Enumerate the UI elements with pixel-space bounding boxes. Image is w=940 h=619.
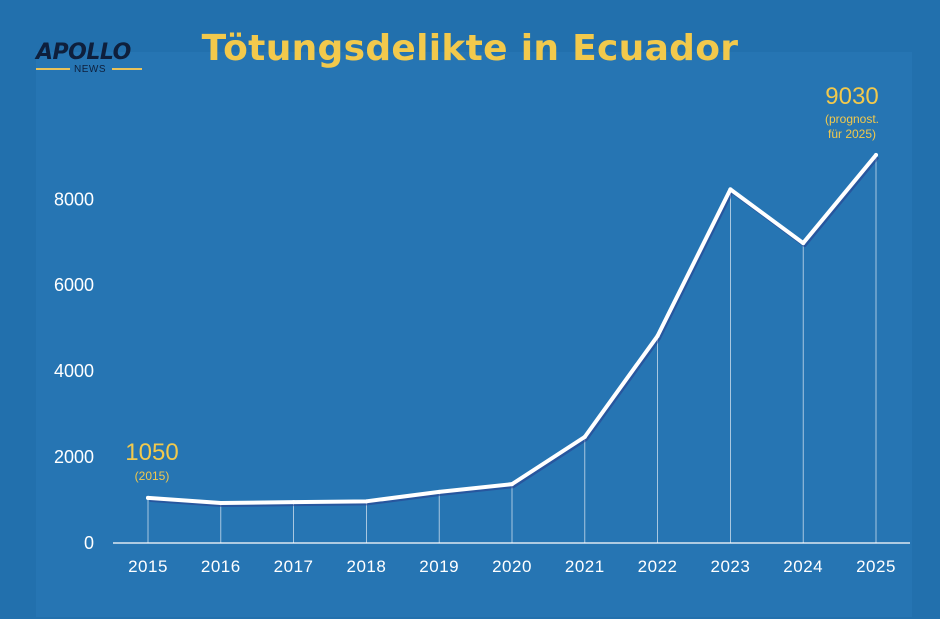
data-point: [218, 501, 223, 506]
x-tick-label: 2025: [856, 557, 896, 576]
data-point: [510, 482, 514, 487]
x-tick-label: 2024: [783, 557, 823, 576]
x-tick-label: 2021: [565, 557, 605, 576]
data-point: [728, 187, 733, 192]
logo-underline-left: [36, 68, 70, 70]
drop-lines: [147, 155, 877, 543]
x-tick-label: 2022: [638, 557, 678, 576]
annotation-2015-note: (2015): [135, 469, 170, 483]
data-point: [874, 153, 878, 157]
logo-subtext: NEWS: [74, 64, 106, 75]
annotation-2025-note-line2: für 2025): [828, 127, 876, 141]
series-line-shadow: [149, 155, 880, 508]
logo-underline-right: [112, 68, 142, 70]
annotation-2015-value: 1050: [125, 439, 178, 466]
x-tick-label: 2023: [710, 557, 750, 576]
x-tick-label: 2020: [492, 557, 532, 576]
annotation-2025: 9030 (prognost. für 2025): [825, 83, 879, 141]
data-point: [364, 499, 369, 504]
apollo-news-logo: APOLLO NEWS: [36, 40, 146, 80]
x-tick-label: 2016: [201, 557, 241, 576]
x-tick-label: 2018: [346, 557, 386, 576]
annotation-2025-value: 9030: [825, 83, 878, 110]
logo-wordmark: APOLLO: [36, 40, 131, 65]
series-line: [146, 153, 878, 506]
y-tick-label: 6000: [54, 275, 94, 295]
y-tick-label: 4000: [54, 361, 94, 381]
x-tick-label: 2019: [419, 557, 459, 576]
data-point: [437, 489, 442, 494]
series-line-group: [146, 153, 880, 508]
x-axis-ticks: 2015 2016 2017 2018 2019 2020 2021 2022 2023 2024…: [128, 557, 896, 576]
annotation-2015: 1050 (2015): [125, 439, 178, 483]
data-point: [655, 333, 660, 338]
x-tick-label: 2015: [128, 557, 168, 576]
x-tick-label: 2017: [274, 557, 314, 576]
y-tick-label: 8000: [54, 189, 94, 209]
chart-panel: [36, 52, 912, 617]
y-axis-ticks: 0 2000 4000 6000 8000: [54, 189, 94, 553]
data-point: [801, 241, 806, 246]
data-point: [291, 500, 296, 505]
y-tick-label: 0: [84, 533, 94, 553]
chart-title: Tötungsdelikte in Ecuador: [201, 28, 739, 69]
data-point: [146, 495, 150, 500]
annotation-2025-note-line1: (prognost.: [825, 112, 879, 126]
data-point: [582, 434, 587, 439]
y-tick-label: 2000: [54, 447, 94, 467]
